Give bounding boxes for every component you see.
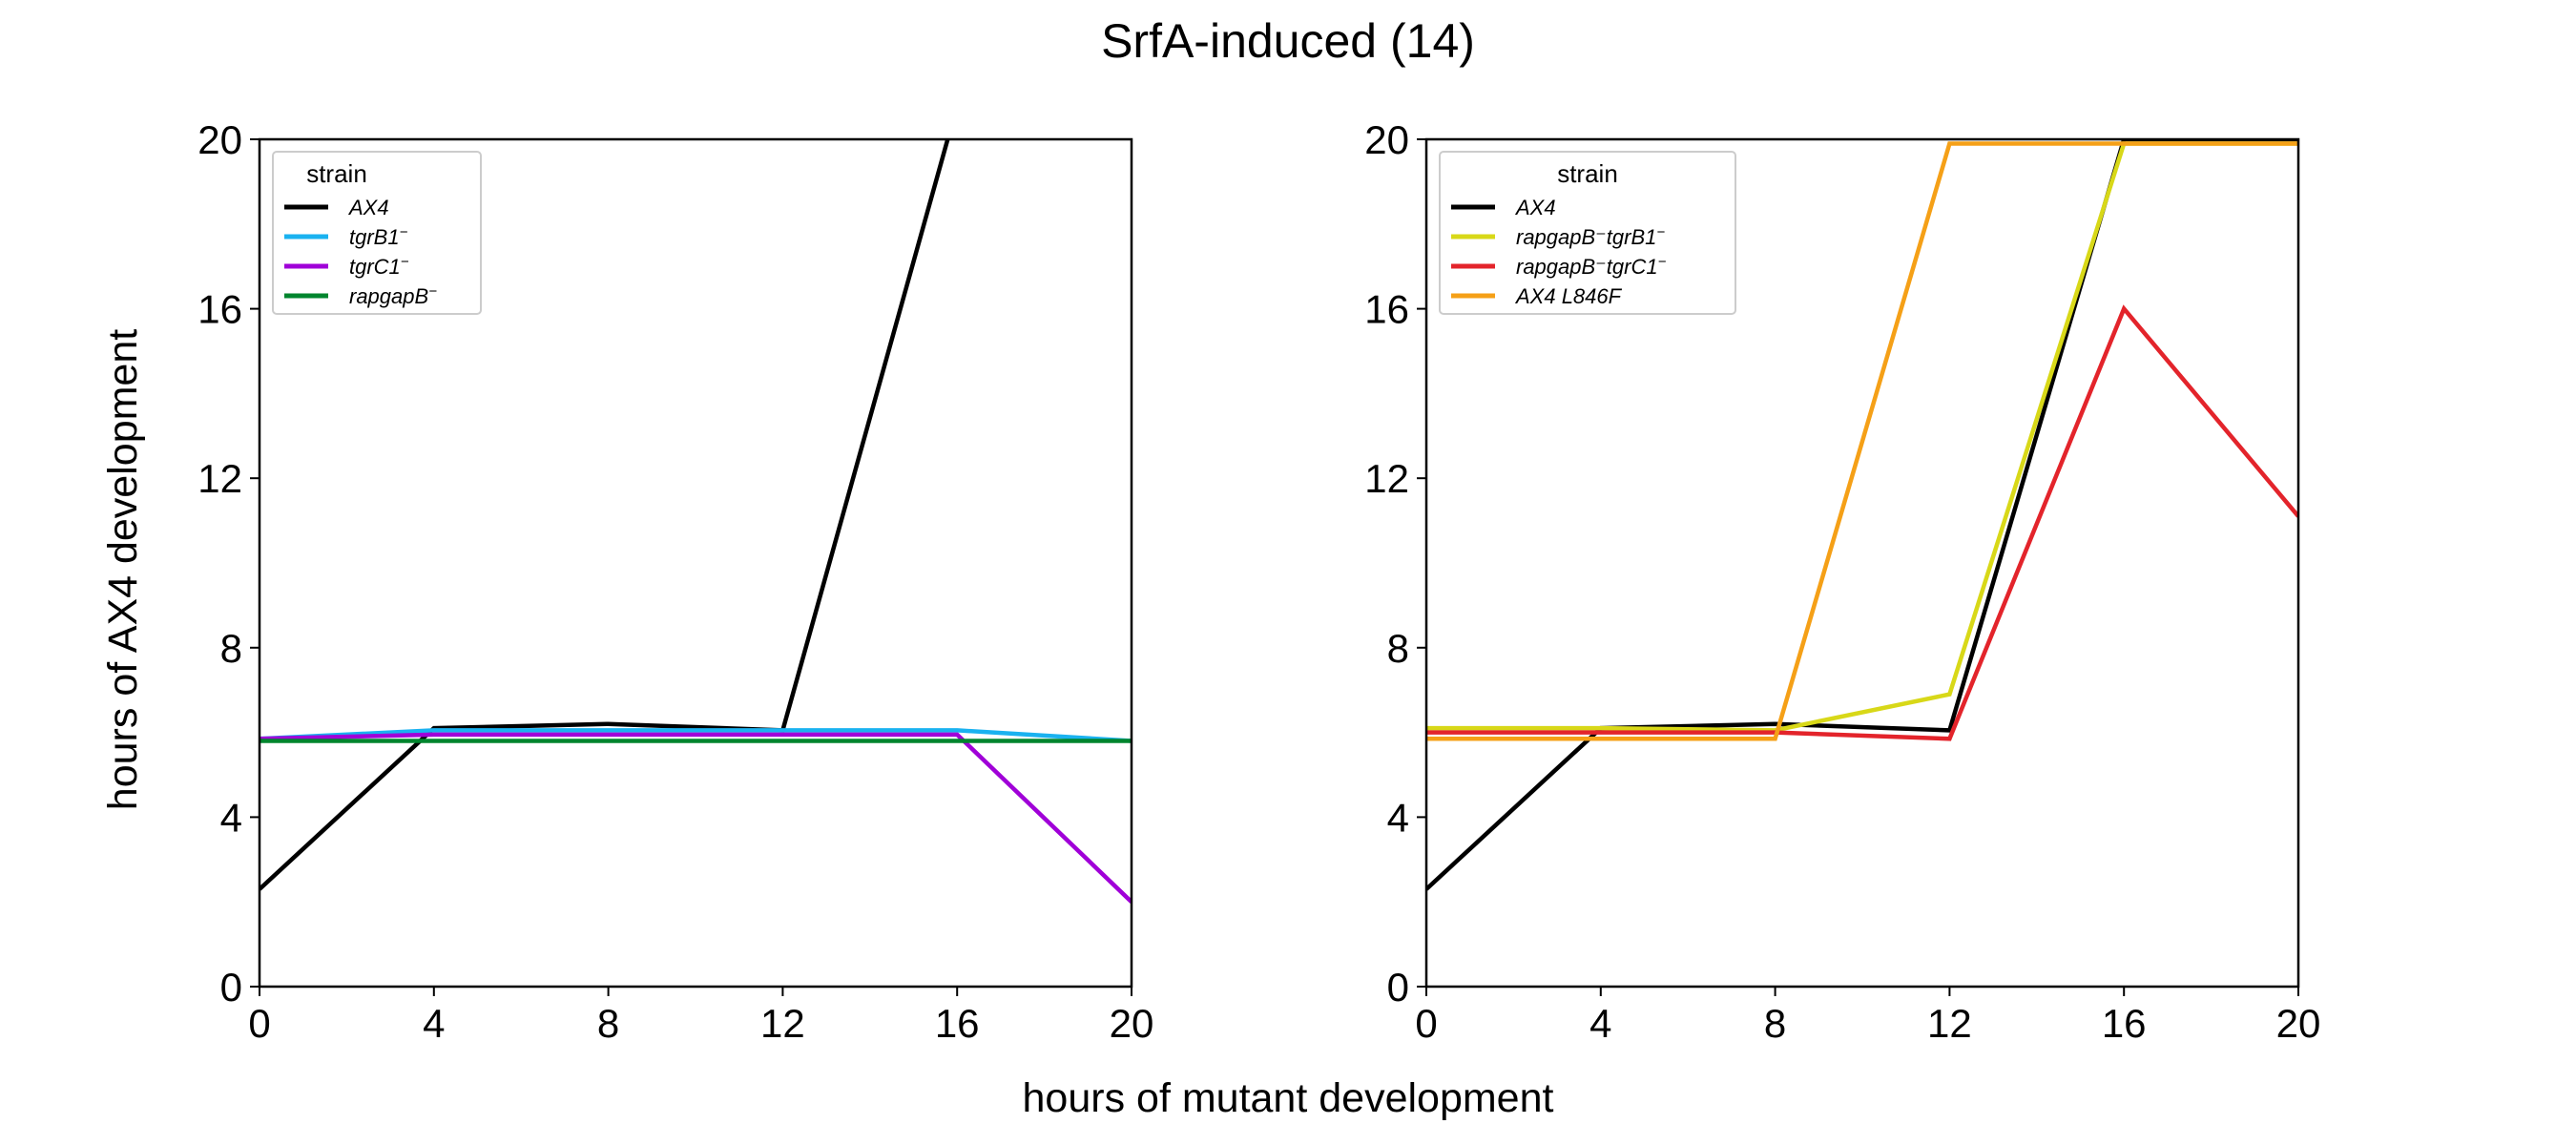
- right-x-tick-label-4: 16: [2102, 1001, 2147, 1046]
- right-x-tick-label-0: 0: [1415, 1001, 1437, 1046]
- left-legend-label-1: tgrB1−: [349, 224, 408, 249]
- right-series-line-2: [1426, 304, 2298, 741]
- left-legend-label-sup-3: −: [428, 283, 437, 300]
- left-series-group: [260, 139, 1132, 904]
- left-x-tick-label-5: 20: [1110, 1001, 1154, 1046]
- left-legend-label-0: AX4: [347, 196, 389, 219]
- figure-title: SrfA-induced (14): [1101, 14, 1475, 68]
- right-y-tick-label-4: 16: [1364, 287, 1409, 332]
- left-x-tick-label-3: 12: [760, 1001, 805, 1046]
- left-x-tick-label-0: 0: [248, 1001, 270, 1046]
- right-series-line-3: [1426, 141, 2298, 741]
- right-legend-label-1: rapgapB⁻tgrB1−: [1516, 224, 1665, 249]
- left-y-tick-label-1: 4: [220, 795, 242, 840]
- right-x-tick-label-1: 4: [1589, 1001, 1611, 1046]
- left-y-tick-label-3: 12: [197, 456, 242, 501]
- right-y-tick-label-2: 8: [1387, 626, 1409, 671]
- left-y-tick-label-4: 16: [197, 287, 242, 332]
- right-y-tick-label-0: 0: [1387, 965, 1409, 1010]
- left-y-tick-label-2: 8: [220, 626, 242, 671]
- right-x-tick-label-5: 20: [2276, 1001, 2321, 1046]
- y-axis-label: hours of AX4 development: [100, 329, 146, 810]
- right-legend-label-sup-2: −: [1658, 254, 1667, 270]
- right-y-tick-label-3: 12: [1364, 456, 1409, 501]
- left-panel: 0 4 8 12 16 20 0 4 8 12 16 20 strain AX4 tgrB1− tgrC1− r…: [197, 117, 1154, 1046]
- left-axes-frame: [258, 137, 1133, 989]
- right-legend-label-3: AX4 L846F: [1514, 284, 1623, 308]
- x-axis-label: hours of mutant development: [1023, 1075, 1554, 1121]
- left-series-line-0: [260, 139, 950, 891]
- right-x-tick-label-3: 12: [1927, 1001, 1972, 1046]
- left-y-tick-label-0: 0: [220, 965, 242, 1010]
- left-legend-label-sup-2: −: [401, 254, 409, 270]
- right-x-tick-label-2: 8: [1764, 1001, 1786, 1046]
- left-x-tick-label-2: 8: [597, 1001, 619, 1046]
- left-legend-label-2: tgrC1−: [349, 254, 409, 279]
- right-legend-box: [1439, 151, 1736, 315]
- right-legend-label-sup-1: −: [1656, 224, 1665, 240]
- left-legend-box: [272, 151, 482, 315]
- right-series-line-0: [1426, 139, 2298, 891]
- right-y-tick-label-1: 4: [1387, 795, 1409, 840]
- left-x-tick-label-4: 16: [935, 1001, 980, 1046]
- right-y-tick-label-5: 20: [1364, 117, 1409, 162]
- right-legend-label-2: rapgapB⁻tgrC1−: [1516, 254, 1667, 279]
- right-series-group: [1426, 139, 2298, 891]
- left-series-line-2: [260, 732, 1132, 904]
- left-legend-title: strain: [306, 159, 367, 188]
- right-axes-frame: [1424, 137, 2300, 989]
- left-x-tick-label-1: 4: [423, 1001, 445, 1046]
- left-legend-label-3: rapgapB−: [349, 283, 437, 308]
- left-series-line-1: [260, 728, 1132, 743]
- right-legend-title: strain: [1557, 159, 1618, 188]
- right-legend-label-0: AX4: [1514, 196, 1556, 219]
- left-y-tick-label-5: 20: [197, 117, 242, 162]
- left-legend-label-sup-1: −: [400, 224, 408, 240]
